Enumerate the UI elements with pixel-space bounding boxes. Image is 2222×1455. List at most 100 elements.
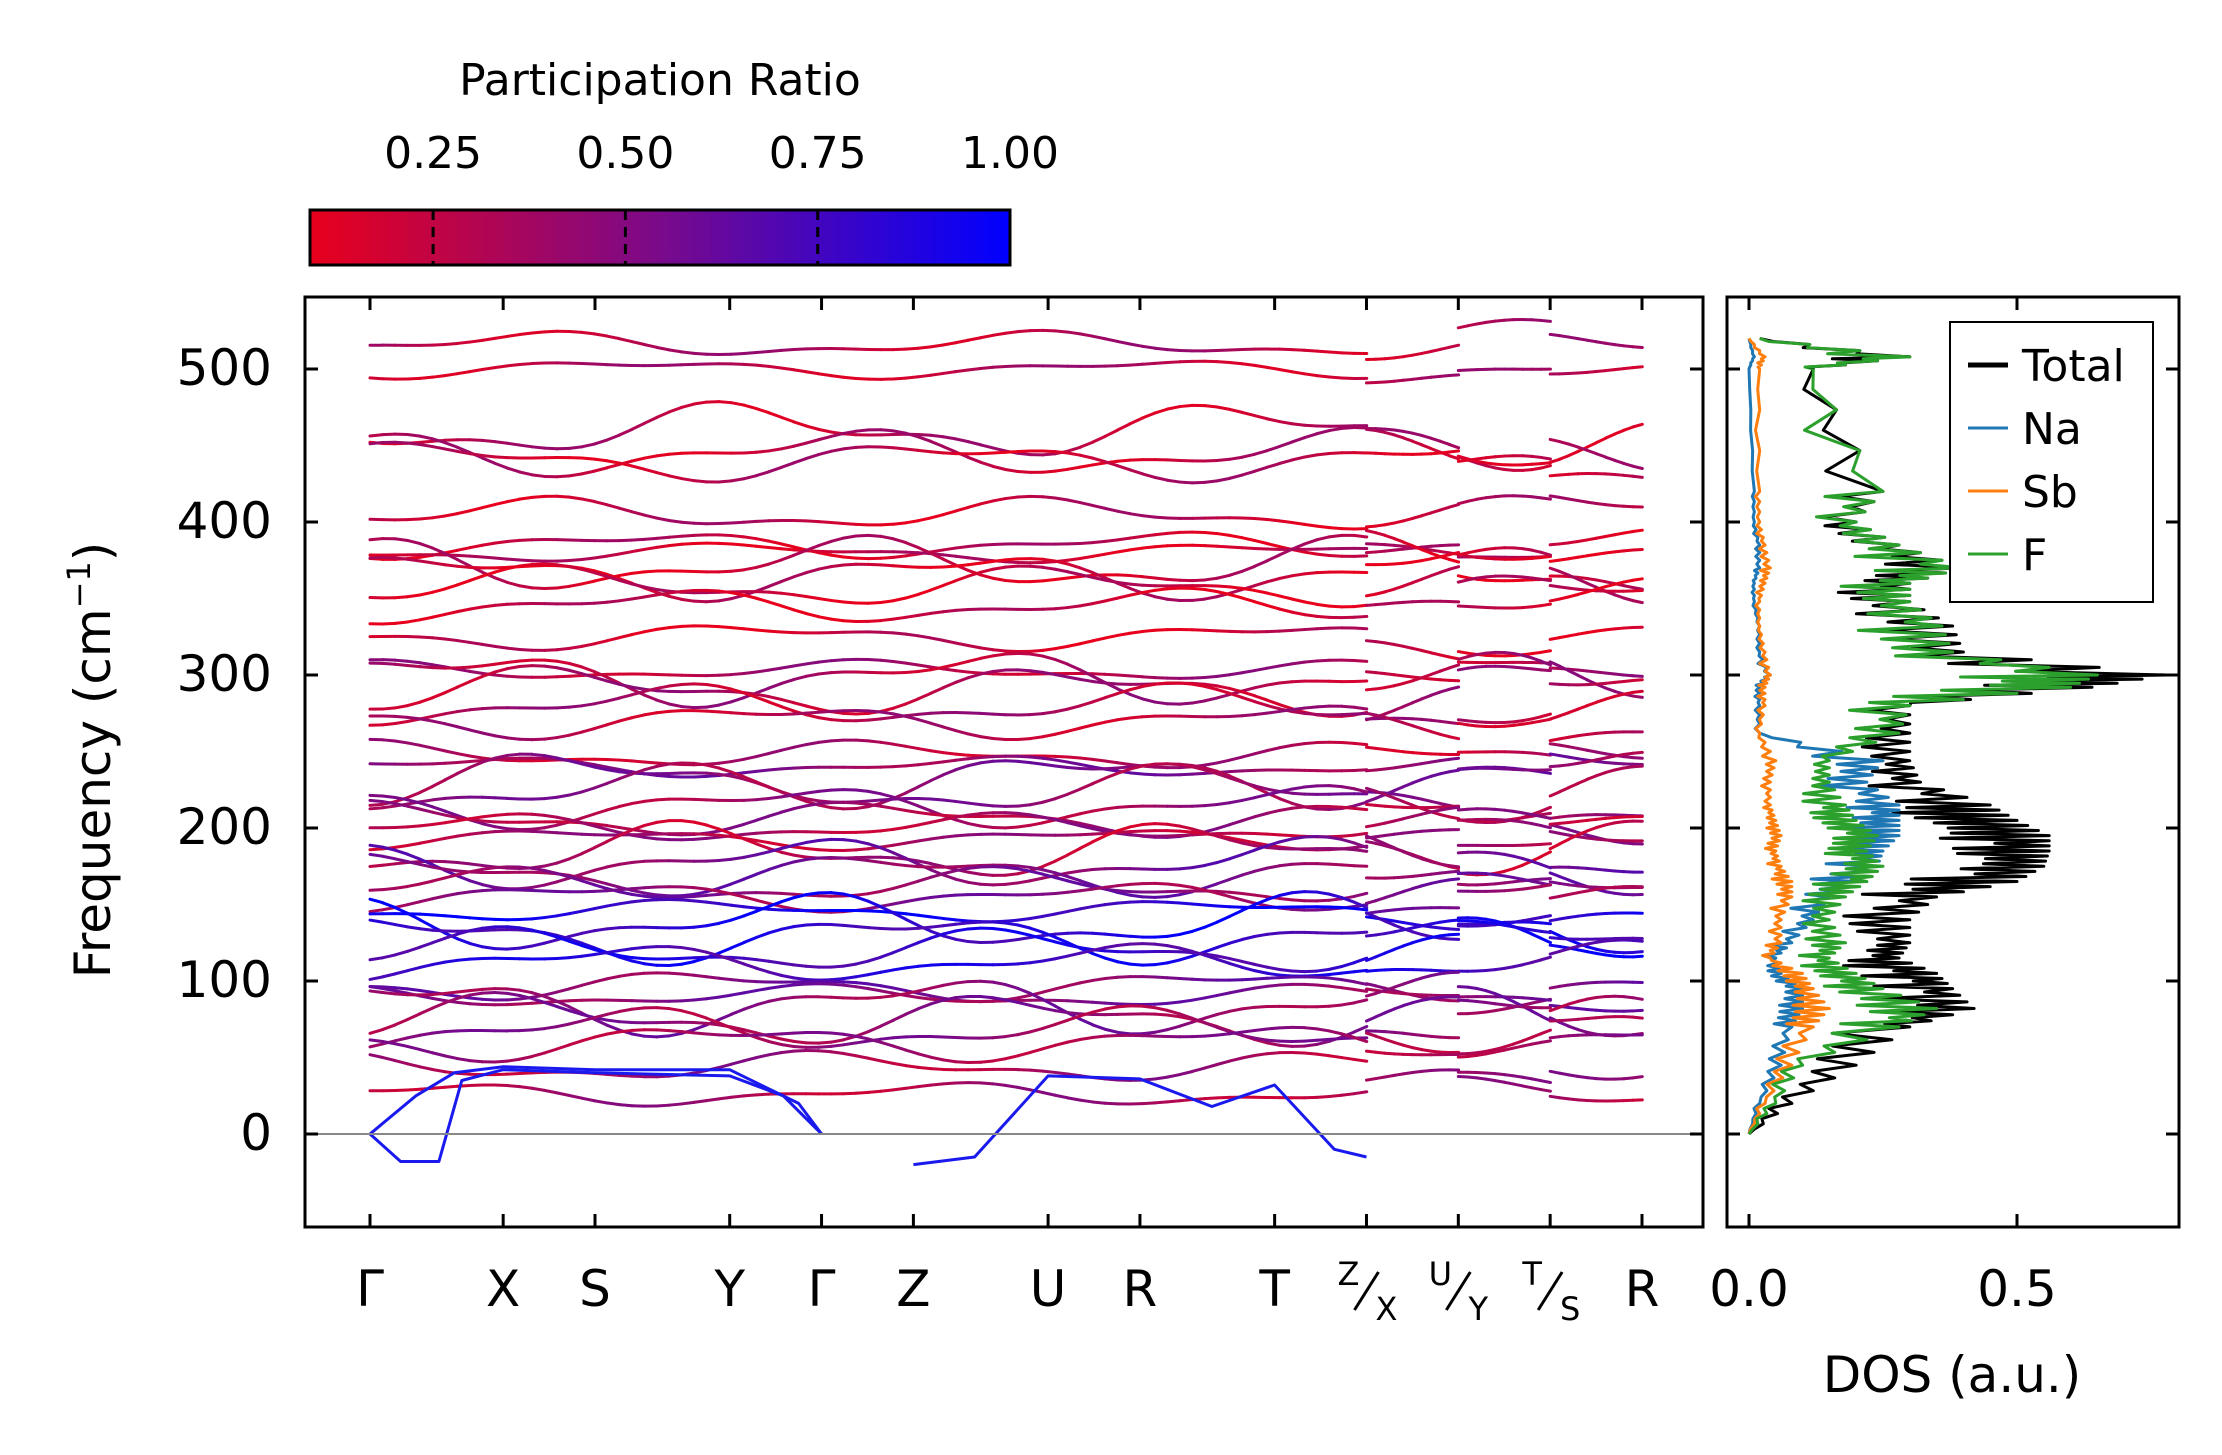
phonon-branch-segment xyxy=(1090,951,1107,960)
phonon-branch-segment xyxy=(754,692,771,699)
phonon-branch-segment xyxy=(829,964,846,969)
phonon-branch-segment xyxy=(742,627,758,632)
phonon-branch-segment xyxy=(418,615,435,622)
phonon-branch-segment xyxy=(567,644,584,650)
phonon-branch-segment xyxy=(792,441,808,448)
phonon-branch-segment xyxy=(742,519,758,524)
phonon-branch-segment xyxy=(530,916,547,921)
phonon-branch-segment xyxy=(1128,362,1145,367)
phonon-branch-segment xyxy=(1103,550,1120,556)
phonon-branch-segment xyxy=(1165,893,1182,899)
phonon-branch-segment xyxy=(480,541,497,547)
phonon-branch-segment xyxy=(1265,808,1282,815)
phonon-branch-segment xyxy=(1053,871,1070,879)
phonon-branch-segment xyxy=(754,966,771,974)
phonon-branch-segment xyxy=(1252,580,1269,588)
phonon-branch-segment xyxy=(854,892,871,897)
phonon-branch-segment xyxy=(754,814,771,822)
phonon-branch-segment xyxy=(1227,360,1244,366)
phonon-branch-segment xyxy=(505,1071,522,1076)
phonon-branch-segment xyxy=(1227,1056,1244,1063)
colorbar-tick-label: 0.25 xyxy=(384,128,482,179)
phonon-branch-segment xyxy=(1327,350,1344,355)
phonon-branch-segment xyxy=(1327,784,1344,789)
phonon-branch-segment xyxy=(729,958,746,966)
phonon-branch-segment xyxy=(555,876,572,884)
phonon-branch-segment xyxy=(630,510,646,517)
phonon-branch-segment xyxy=(617,461,634,468)
phonon-branch-segment xyxy=(1053,559,1070,566)
phonon-branch-segment xyxy=(455,680,472,689)
phonon-branch-segment xyxy=(916,896,933,901)
phonon-branch-segment xyxy=(480,662,497,668)
phonon-branch-segment xyxy=(592,824,609,831)
phonon-branch-segment xyxy=(580,762,597,769)
phonon-branch-segment xyxy=(1140,772,1157,777)
phonon-branch-segment xyxy=(630,899,646,904)
phonon-branch-segment xyxy=(430,1085,447,1090)
phonon-branch-segment xyxy=(1203,830,1219,838)
phonon-branch-segment xyxy=(505,796,522,801)
phonon-branch-segment xyxy=(368,975,385,981)
phonon-branch-segment xyxy=(1003,863,1020,868)
phonon-branch-segment xyxy=(704,1032,721,1037)
phonon-branch-segment xyxy=(891,992,908,998)
phonon-branch-segment xyxy=(742,691,758,699)
phonon-branch-segment xyxy=(1352,768,1369,772)
phonon-branch-segment xyxy=(929,721,945,729)
phonon-branch-segment xyxy=(1016,923,1032,930)
phonon-branch-segment xyxy=(630,759,646,764)
phonon-branch-segment xyxy=(1252,449,1269,456)
phonon-branch-segment xyxy=(468,728,484,735)
phonon-branch-segment xyxy=(418,918,435,929)
phonon-branch-segment xyxy=(1290,370,1306,376)
phonon-branch-segment xyxy=(916,634,933,640)
phonon-branch-segment xyxy=(1016,451,1032,457)
phonon-branch-segment xyxy=(493,673,509,678)
phonon-branch-segment xyxy=(1215,1059,1232,1066)
phonon-branch-segment xyxy=(1090,334,1107,341)
phonon-branch-segment xyxy=(580,672,597,679)
phonon-branch-segment xyxy=(1153,881,1169,886)
phonon-branch-segment xyxy=(1041,937,1057,944)
phonon-branch-segment xyxy=(393,1042,410,1048)
phonon-branch-segment xyxy=(779,961,796,967)
phonon-branch-segment xyxy=(617,506,634,514)
phonon-branch-segment xyxy=(1215,584,1232,589)
phonon-branch-segment xyxy=(368,956,385,962)
phonon-branch-segment xyxy=(455,564,472,569)
phonon-branch-segment xyxy=(1053,909,1070,916)
phonon-branch-segment xyxy=(1090,456,1107,464)
phonon-branch-segment xyxy=(380,901,397,909)
phonon-branch-segment xyxy=(953,757,970,762)
phonon-branch-segment xyxy=(1240,564,1257,573)
phonon-branch-segment xyxy=(1128,771,1145,776)
phonon-branch-segment xyxy=(767,830,783,834)
phonon-branch-segment xyxy=(729,696,746,704)
phonon-branch-segment xyxy=(418,665,435,670)
phonon-branch-segment xyxy=(767,682,783,690)
phonon-branch-segment xyxy=(580,944,597,952)
phonon-branch-segment xyxy=(966,761,983,768)
phonon-branch-segment xyxy=(443,892,459,898)
phonon-branch-segment xyxy=(555,857,572,865)
phonon-branch-segment xyxy=(1203,1062,1219,1070)
phonon-branch-segment xyxy=(978,803,995,808)
phonon-branch-segment xyxy=(916,804,933,813)
phonon-branch-segment xyxy=(667,962,684,967)
phonon-branch-segment xyxy=(1539,668,1552,673)
phonon-branch-segment xyxy=(542,1000,559,1009)
phonon-branch-segment xyxy=(1165,1073,1182,1079)
phonon-branch-segment xyxy=(405,618,422,624)
phonon-branch-segment xyxy=(767,600,783,608)
phonon-branch-segment xyxy=(555,674,572,679)
phonon-branch-segment xyxy=(1227,798,1244,805)
phonon-branch-segment xyxy=(567,873,584,880)
phonon-branch-segment xyxy=(816,716,833,722)
phonon-branch-segment xyxy=(804,370,821,376)
phonon-branch-segment xyxy=(368,537,385,542)
phonon-branch-segment xyxy=(1128,674,1145,679)
phonon-branch-segment xyxy=(1103,692,1120,700)
phonon-branch-segment xyxy=(605,334,621,341)
y-tick-label: 300 xyxy=(177,645,272,703)
